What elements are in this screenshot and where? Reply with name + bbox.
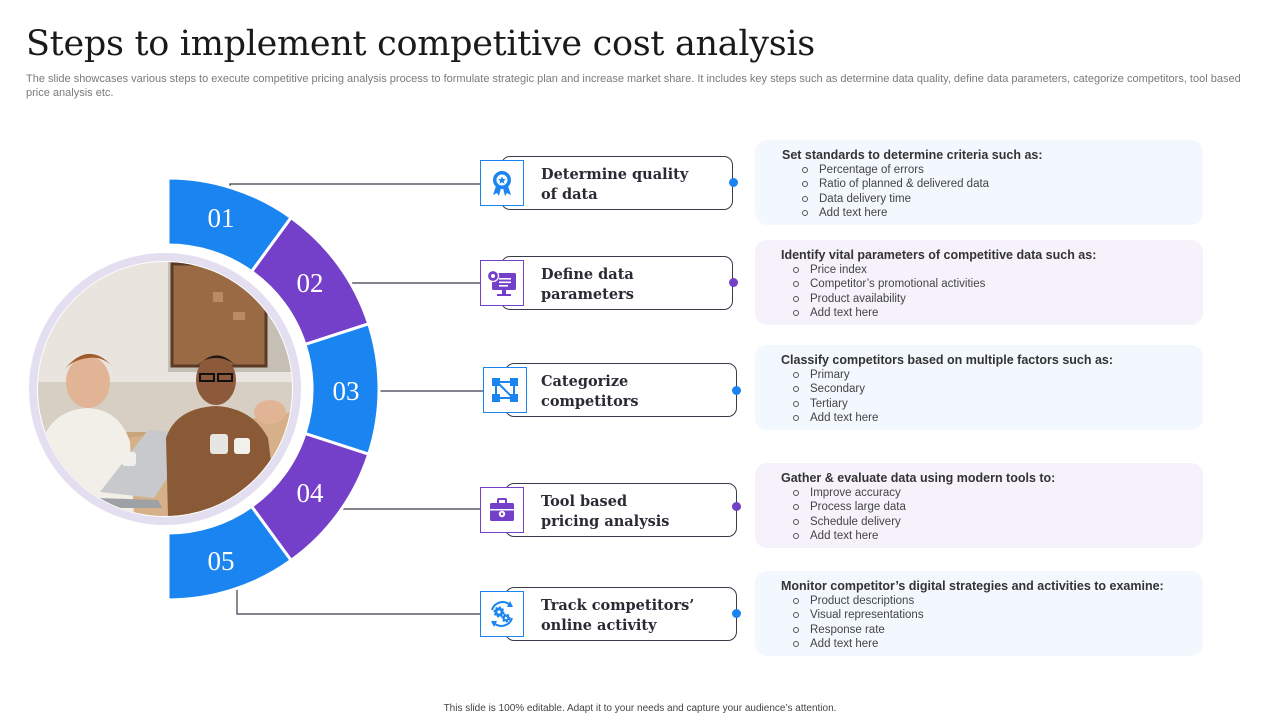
step-icon-tile-5 xyxy=(480,591,524,637)
description-panel-4: Gather & evaluate data using modern tool… xyxy=(755,463,1203,548)
list-item: Add text here xyxy=(793,529,1203,543)
connector-line-5 xyxy=(236,585,480,615)
list-item: Add text here xyxy=(793,637,1203,651)
step-dot-5 xyxy=(732,609,741,618)
ring-segment-05 xyxy=(166,504,294,602)
panel-list-5: Product descriptions Visual representati… xyxy=(781,594,1203,652)
team-meeting-photo xyxy=(38,262,292,516)
step-dot-4 xyxy=(732,502,741,511)
panel-list-2: Price index Competitor’s promotional act… xyxy=(781,263,1203,321)
step-number-02: 02 xyxy=(296,268,324,298)
list-item: Add text here xyxy=(793,306,1203,320)
list-item: Percentage of errors xyxy=(802,163,1203,177)
toolbox-icon xyxy=(490,498,514,521)
page-title: Steps to implement competitive cost anal… xyxy=(26,24,815,64)
list-item: Add text here xyxy=(802,206,1203,220)
footer-note: This slide is 100% editable. Adapt it to… xyxy=(443,703,837,714)
description-panel-1: Set standards to determine criteria such… xyxy=(755,140,1203,225)
description-panel-2: Identify vital parameters of competitive… xyxy=(755,240,1203,325)
list-item: Tertiary xyxy=(793,397,1203,411)
panel-list-1: Percentage of errors Ratio of planned & … xyxy=(782,163,1203,221)
list-item: Schedule delivery xyxy=(793,515,1203,529)
connector-line-1 xyxy=(229,183,480,196)
step-label-4: Tool based pricing analysis xyxy=(541,493,670,530)
panel-title-3: Classify competitors based on multiple f… xyxy=(781,353,1114,367)
step-card-5[interactable]: Track competitors’ online activity xyxy=(505,587,737,641)
step-number-05: 05 xyxy=(207,546,235,576)
step-icon-tile-3 xyxy=(483,367,527,413)
step-dot-3 xyxy=(732,386,741,395)
list-item: Primary xyxy=(793,368,1203,382)
panel-list-3: Primary Secondary Tertiary Add text here xyxy=(781,368,1203,426)
step-label-5: Track competitors’ online activity xyxy=(541,597,695,634)
step-card-1[interactable]: Determine quality of data xyxy=(501,156,733,210)
description-panel-5: Monitor competitor’s digital strategies … xyxy=(755,571,1203,656)
step-number-04: 04 xyxy=(296,478,324,508)
panel-list-4: Improve accuracy Process large data Sche… xyxy=(781,486,1203,544)
list-item: Response rate xyxy=(793,623,1203,637)
list-item: Product availability xyxy=(793,292,1203,306)
list-item: Process large data xyxy=(793,500,1203,514)
step-dot-1 xyxy=(729,178,738,187)
step-card-4[interactable]: Tool based pricing analysis xyxy=(505,483,737,537)
list-item: Visual representations xyxy=(793,608,1203,622)
list-item: Data delivery time xyxy=(802,192,1203,206)
step-icon-tile-2 xyxy=(480,260,524,306)
step-card-2[interactable]: Define data parameters xyxy=(501,256,733,310)
description-panel-3: Classify competitors based on multiple f… xyxy=(755,345,1203,430)
panel-title-1: Set standards to determine criteria such… xyxy=(782,148,1043,162)
panel-title-4: Gather & evaluate data using modern tool… xyxy=(781,471,1056,485)
gears-cycle-icon xyxy=(491,601,513,627)
list-item: Competitor’s promotional activities xyxy=(793,277,1203,291)
step-number-03: 03 xyxy=(332,376,360,406)
step-icon-tile-4 xyxy=(480,487,524,533)
step-dot-2 xyxy=(729,278,738,287)
list-item: Add text here xyxy=(793,411,1203,425)
step-label-3: Categorize competitors xyxy=(541,373,639,410)
step-label-1: Determine quality of data xyxy=(541,166,689,203)
panel-title-2: Identify vital parameters of competitive… xyxy=(781,248,1097,262)
list-item: Product descriptions xyxy=(793,594,1203,608)
network-squares-icon xyxy=(492,378,518,402)
list-item: Price index xyxy=(793,263,1203,277)
list-item: Improve accuracy xyxy=(793,486,1203,500)
step-label-2: Define data parameters xyxy=(541,266,634,303)
list-item: Ratio of planned & delivered data xyxy=(802,177,1203,191)
step-card-3[interactable]: Categorize competitors xyxy=(505,363,737,417)
panel-title-5: Monitor competitor’s digital strategies … xyxy=(781,579,1164,593)
step-number-01: 01 xyxy=(207,203,235,233)
step-icon-tile-1 xyxy=(480,160,524,206)
award-badge-icon xyxy=(493,171,511,196)
page-subtitle: The slide showcases various steps to exe… xyxy=(26,73,1241,99)
list-item: Secondary xyxy=(793,382,1203,396)
monitor-settings-icon xyxy=(486,269,516,296)
